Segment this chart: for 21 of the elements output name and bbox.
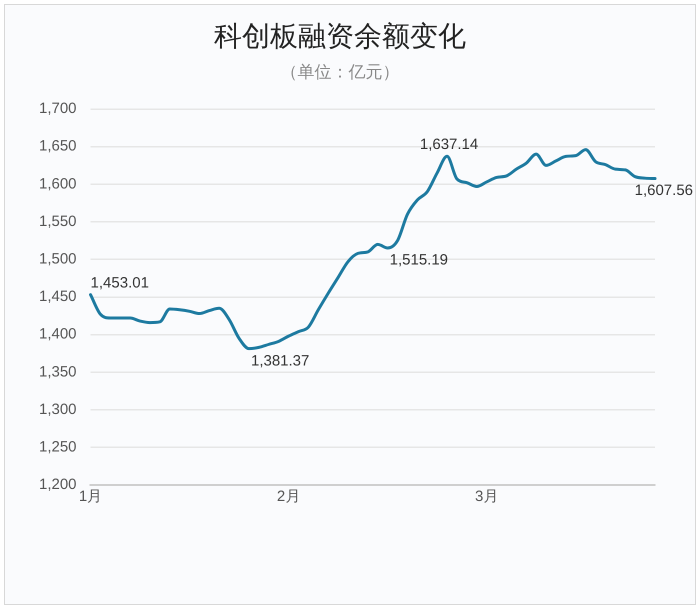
- y-tick-label: 1,550: [38, 212, 77, 230]
- data-label: 1,381.37: [250, 352, 310, 370]
- x-tick-label: 1月: [78, 488, 102, 506]
- data-label: 1,607.56: [634, 182, 693, 200]
- chart-title: 科创板融资余额变化: [214, 20, 466, 52]
- y-tick-label: 1,200: [38, 476, 77, 494]
- data-label: 1,453.01: [90, 274, 149, 292]
- y-tick-label: 1,300: [38, 400, 77, 418]
- y-tick-label: 1,700: [38, 100, 77, 118]
- data-label: 1,637.14: [420, 136, 478, 153]
- x-tick-label: 3月: [474, 488, 498, 506]
- y-tick-label: 1,600: [38, 175, 77, 192]
- chart-subtitle: （单位：亿元）: [280, 62, 400, 82]
- data-label: 1,515.19: [390, 252, 448, 269]
- y-tick-label: 1,250: [38, 438, 77, 456]
- x-tick-label: 2月: [276, 488, 300, 506]
- y-tick-label: 1,500: [38, 250, 77, 268]
- y-tick-label: 1,350: [38, 363, 77, 380]
- y-tick-label: 1,650: [38, 138, 77, 155]
- y-tick-label: 1,450: [38, 288, 77, 306]
- y-tick-label: 1,400: [38, 326, 77, 343]
